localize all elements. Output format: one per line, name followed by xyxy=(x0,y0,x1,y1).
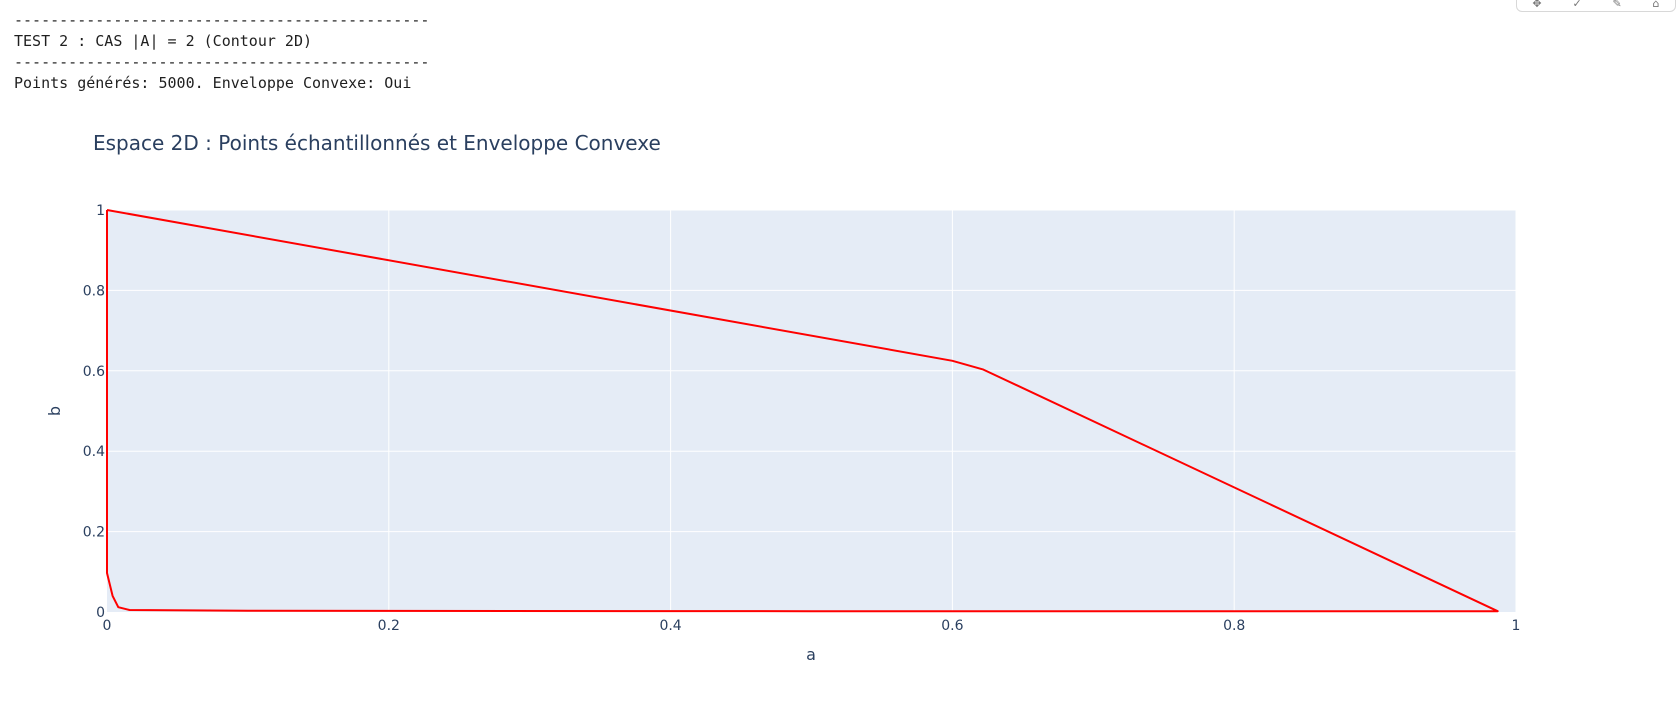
y-tick-label: 0 xyxy=(96,605,105,621)
x-tick-label: 0.6 xyxy=(941,618,963,634)
console-separator-line: ----------------------------------------… xyxy=(14,53,430,71)
y-tick-label: 0.6 xyxy=(83,364,105,380)
home-icon[interactable]: ⌂ xyxy=(1652,0,1660,10)
convex-hull-line xyxy=(106,209,1499,613)
x-tick-label: 0.8 xyxy=(1223,618,1245,634)
x-tick-label: 0 xyxy=(103,618,112,634)
plot-area xyxy=(107,210,1516,612)
x-gridlines xyxy=(388,210,1517,612)
y-tick-label: 0.2 xyxy=(83,525,105,541)
console-separator-line: ----------------------------------------… xyxy=(14,11,430,29)
console-test-header: TEST 2 : CAS |A| = 2 (Contour 2D) xyxy=(14,32,313,50)
x-tick-label: 0.2 xyxy=(378,618,400,634)
series-layer xyxy=(106,209,1499,613)
pan-icon[interactable]: ✥ xyxy=(1532,0,1542,10)
x-tick-label: 1 xyxy=(1512,618,1521,634)
y-gridlines xyxy=(107,209,1516,533)
chart-title: Espace 2D : Points échantillonnés et Env… xyxy=(93,131,661,155)
check-icon[interactable]: ✓ xyxy=(1572,0,1582,10)
pencil-icon[interactable]: ✎ xyxy=(1612,0,1622,10)
y-tick-label: 0.4 xyxy=(83,444,105,460)
y-tick-label: 1 xyxy=(96,203,105,219)
hull-chart: Espace 2D : Points échantillonnés et Env… xyxy=(45,131,1521,664)
console-status-line: Points générés: 5000. Enveloppe Convexe:… xyxy=(14,74,412,92)
y-axis-label: b xyxy=(45,406,64,416)
x-tick-label: 0.4 xyxy=(659,618,681,634)
y-tick-labels: 0 0.2 0.4 0.6 0.8 1 xyxy=(83,203,105,621)
y-tick-label: 0.8 xyxy=(83,283,105,299)
x-tick-labels: 0 0.2 0.4 0.6 0.8 1 xyxy=(103,618,1521,634)
console-output: ----------------------------------------… xyxy=(14,10,429,94)
chart-modebar: ✥ ✓ ✎ ⌂ xyxy=(1516,0,1676,12)
x-axis-label: a xyxy=(806,645,816,664)
